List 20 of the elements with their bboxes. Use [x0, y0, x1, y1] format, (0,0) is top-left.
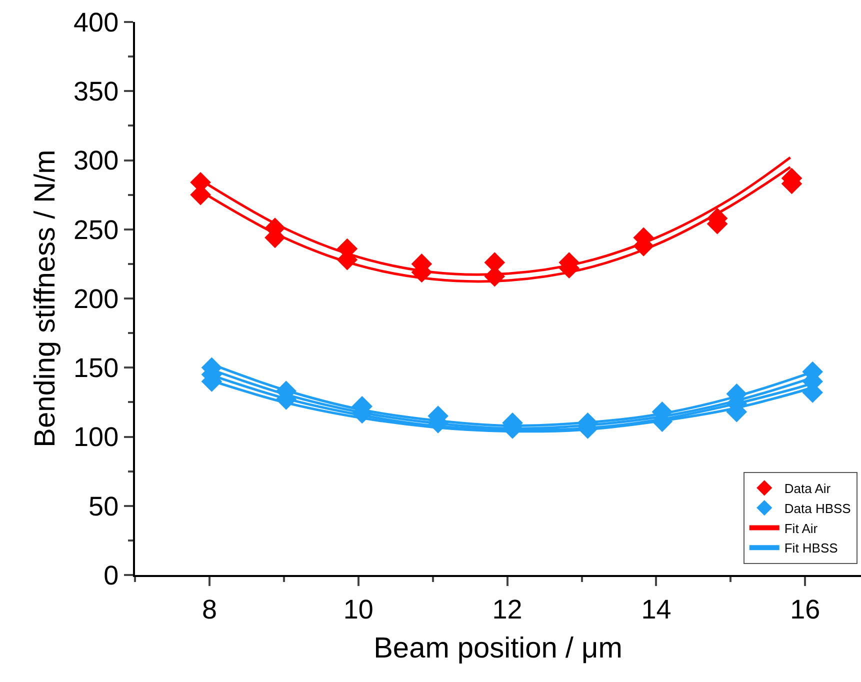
- x-tick-label: 14: [641, 594, 672, 624]
- y-tick-label: 200: [74, 284, 119, 314]
- y-tick-label: 100: [74, 422, 119, 452]
- y-tick-label: 400: [74, 7, 119, 38]
- legend-label: Fit Air: [784, 520, 818, 536]
- y-tick-label: 350: [74, 76, 119, 107]
- x-tick-label: 8: [202, 594, 217, 624]
- legend-label: Fit HBSS: [784, 540, 838, 556]
- x-axis-title: Beam position / μm: [374, 632, 622, 665]
- x-tick-label: 12: [492, 594, 522, 624]
- legend-label: Data HBSS: [784, 500, 852, 516]
- y-tick-label: 250: [74, 214, 119, 245]
- y-tick-label: 0: [104, 560, 119, 590]
- y-tick-label: 150: [74, 353, 119, 384]
- x-tick-label: 16: [790, 594, 820, 624]
- legend-label: Data Air: [784, 480, 832, 496]
- y-tick-label: 300: [74, 146, 119, 176]
- y-tick-label: 50: [88, 491, 119, 522]
- y-axis-title: Bending stiffness / N/m: [29, 150, 62, 448]
- x-tick-label: 10: [343, 594, 374, 624]
